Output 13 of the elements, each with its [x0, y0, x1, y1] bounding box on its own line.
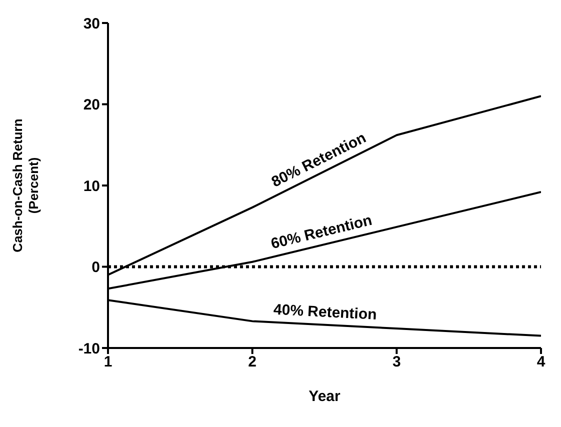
y-tick-label: 30: [83, 15, 100, 32]
series-label: 40% Retention: [273, 301, 378, 324]
y-tick-label: 20: [83, 96, 100, 114]
text: 60% Retention: [269, 212, 374, 253]
y-tick-label: -10: [78, 340, 100, 358]
y-tick-label: 0: [92, 259, 100, 276]
x-tick-label: 3: [392, 354, 401, 371]
x-axis-title: Year: [308, 388, 341, 405]
x-tick-label: 1: [104, 354, 112, 371]
y-axis-title: Cash-on-Cash Return (Percent): [10, 118, 41, 252]
x-tick-label: 4: [536, 354, 546, 371]
y-tick-label: 10: [83, 178, 100, 195]
x-tick-label: 2: [248, 354, 257, 371]
